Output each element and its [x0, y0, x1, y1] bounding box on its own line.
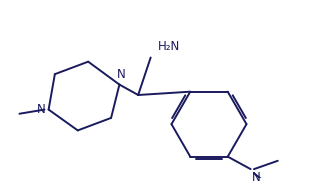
- Text: N: N: [117, 68, 126, 81]
- Text: H₂N: H₂N: [158, 40, 180, 52]
- Text: N: N: [37, 103, 46, 116]
- Text: N: N: [252, 171, 260, 184]
